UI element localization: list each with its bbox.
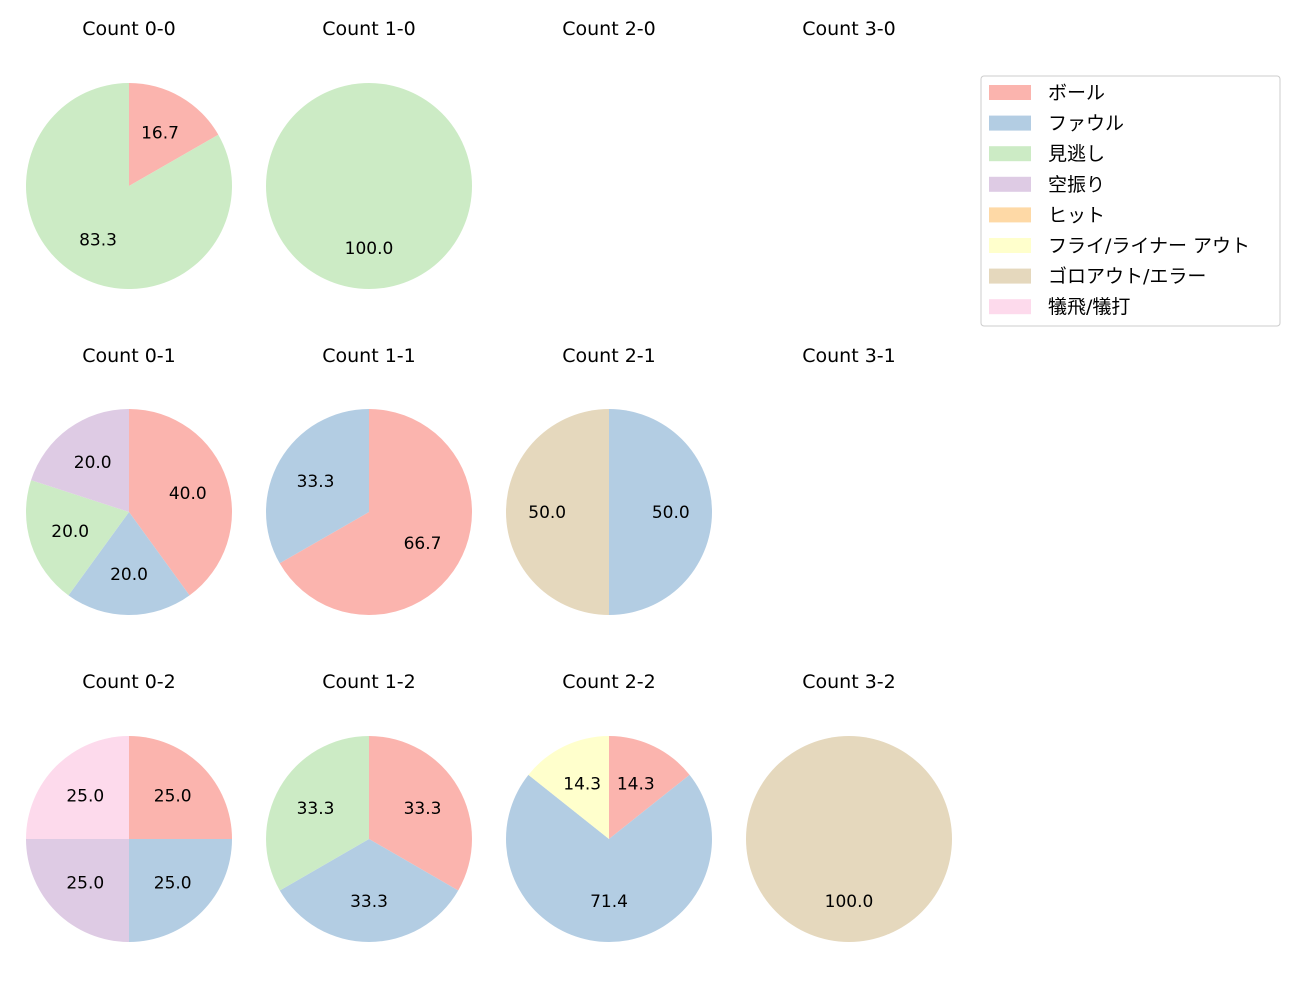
pie-6: Count 1-1 66.7 33.3 [266, 345, 473, 615]
pie-slice [528, 736, 609, 839]
pie-5: Count 0-1 40.0 20.0 20.0 20.0 [25, 345, 232, 615]
slice-label: 14.3 [617, 774, 655, 794]
pie-3: Count 2-0 [562, 18, 656, 40]
slice-label: 66.7 [404, 534, 442, 554]
legend-label: 見逃し [1048, 143, 1105, 165]
pie-slice [369, 736, 472, 891]
pie-slice [129, 409, 232, 596]
legend-label: 犠飛/犠打 [1048, 296, 1130, 318]
legend-label: ゴロアウト/エラー [1048, 266, 1206, 288]
slice-label: 100.0 [825, 892, 874, 912]
legend-label: 空振り [1048, 174, 1105, 196]
legend-swatch [989, 238, 1031, 253]
pie-title: Count 0-0 [82, 18, 176, 40]
slice-label: 33.3 [297, 472, 335, 492]
pie-slice [25, 480, 129, 596]
pie-title: Count 1-1 [322, 345, 416, 367]
pie-slice [266, 83, 472, 289]
slice-label: 40.0 [169, 484, 207, 504]
slice-label: 33.3 [404, 799, 442, 819]
pie-title: Count 2-1 [562, 345, 656, 367]
legend-label: フライ/ライナー アウト [1048, 235, 1250, 257]
slice-label: 100.0 [345, 239, 394, 259]
slice-label: 20.0 [110, 565, 148, 585]
pie-slice [279, 409, 473, 615]
slice-label: 25.0 [154, 874, 192, 894]
slice-label: 25.0 [66, 874, 104, 894]
legend-swatch [989, 268, 1031, 284]
pie-slice [26, 736, 129, 839]
pie-slice [129, 83, 219, 186]
pie-slice [279, 839, 459, 942]
pie-7: Count 2-1 50.0 50.0 [506, 345, 712, 615]
pie-12: Count 3-2 100.0 [746, 671, 952, 942]
legend-frame [980, 75, 1281, 327]
legend-label: ボール [1048, 82, 1105, 104]
pie-slice [31, 409, 129, 512]
legend-swatch [989, 115, 1031, 131]
pie-title: Count 2-2 [562, 671, 656, 693]
slice-label: 14.3 [563, 774, 601, 794]
slice-label: 25.0 [66, 786, 104, 806]
slice-label: 83.3 [79, 231, 117, 251]
slice-label: 20.0 [51, 522, 89, 542]
pie-slice [129, 839, 232, 942]
legend-item: フライ/ライナー アウト [989, 235, 1250, 257]
slice-label: 33.3 [297, 799, 335, 819]
legend-item: ヒット [989, 204, 1105, 226]
pie-slice [25, 83, 232, 289]
pie-title: Count 0-2 [82, 671, 176, 693]
legend-swatch [989, 146, 1031, 162]
pie-1: Count 0-0 16.7 83.3 [25, 18, 232, 289]
pie-slice [506, 409, 609, 615]
pie-slice [129, 736, 232, 839]
pie-slice [746, 736, 952, 942]
slice-label: 16.7 [141, 124, 179, 144]
legend-item: ゴロアウト/エラー [989, 266, 1206, 288]
pie-charts: Count 0-0 16.7 83.3 Count 1-0 100.0 Count 2-0… [25, 18, 952, 942]
pie-2: Count 1-0 100.0 [266, 18, 472, 289]
pie-9: Count 0-2 25.0 25.0 25.0 25.0 [26, 671, 232, 942]
pie-slice [609, 736, 690, 839]
pie-title: Count 3-0 [802, 18, 896, 40]
legend-swatch [989, 299, 1031, 315]
slice-label: 71.4 [590, 892, 628, 912]
slice-label: 33.3 [350, 892, 388, 912]
legend-label: ファウル [1048, 113, 1124, 135]
pie-title: Count 2-0 [562, 18, 656, 40]
pie-title: Count 0-1 [82, 345, 176, 367]
pie-title: Count 1-0 [322, 18, 416, 40]
slice-label: 20.0 [74, 453, 112, 473]
pie-slice [506, 774, 713, 942]
pie-title: Count 1-2 [322, 671, 416, 693]
legend-item: 空振り [989, 174, 1105, 196]
slice-label: 25.0 [154, 786, 192, 806]
pie-title: Count 3-1 [802, 345, 896, 367]
legend-label: ヒット [1048, 204, 1105, 226]
pie-11: Count 2-2 14.3 71.4 14.3 [506, 671, 713, 942]
slice-label: 50.0 [528, 503, 566, 523]
legend-item: 見逃し [989, 143, 1105, 165]
pie-8: Count 3-1 [802, 345, 896, 367]
pie-title: Count 3-2 [802, 671, 896, 693]
slice-label: 50.0 [652, 503, 690, 523]
pie-slice [26, 839, 129, 942]
pie-4: Count 3-0 [802, 18, 896, 40]
pie-slice [609, 409, 712, 615]
legend-item: ボール [989, 82, 1105, 104]
legend-swatch [989, 85, 1031, 100]
pie-10: Count 1-2 33.3 33.3 33.3 [266, 671, 472, 942]
pie-slice [68, 512, 190, 615]
pie-slice [266, 736, 369, 891]
legend-item: ファウル [989, 113, 1124, 135]
legend-swatch [989, 207, 1031, 223]
pie-slice [266, 409, 369, 564]
legend-swatch [989, 176, 1031, 192]
legend-item: 犠飛/犠打 [989, 296, 1130, 318]
